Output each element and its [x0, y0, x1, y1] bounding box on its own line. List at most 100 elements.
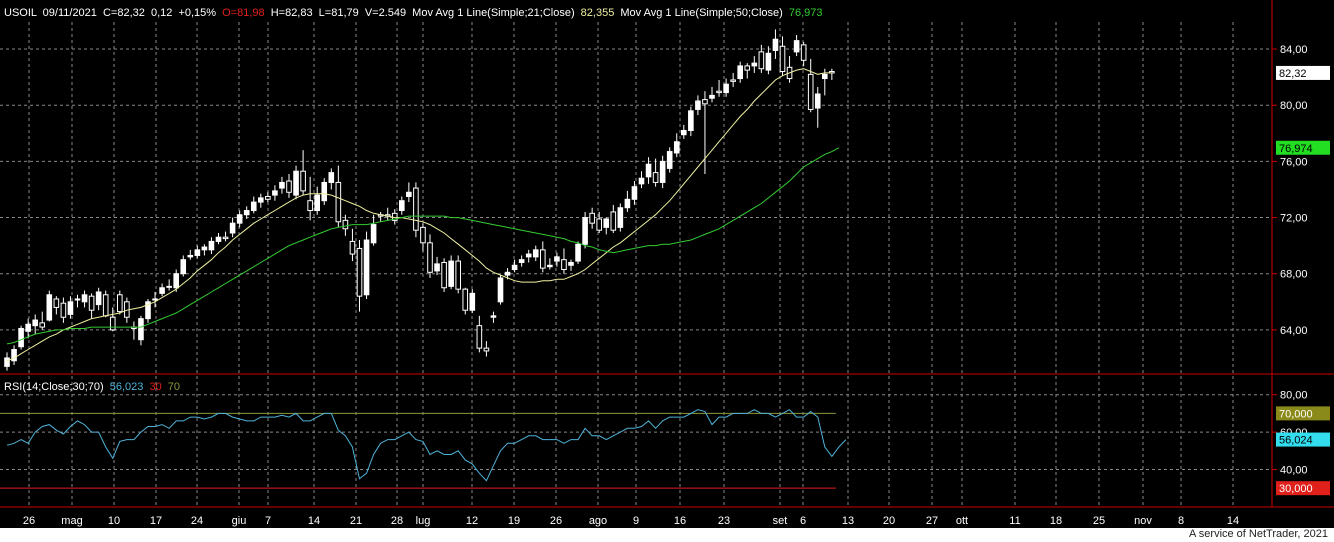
candle-down [342, 219, 349, 230]
candle-up [695, 100, 701, 110]
candle-up [201, 246, 208, 251]
x-tick-label: 12 [466, 515, 478, 527]
y-tick-label: 84,00 [1280, 44, 1308, 56]
candle-up [772, 38, 779, 51]
x-tick-label: 11 [1009, 515, 1020, 527]
candle-down [800, 44, 807, 61]
candle-up [363, 239, 370, 296]
candle-up [279, 181, 285, 189]
candle-up [504, 271, 511, 276]
rsi-30-tag: 30,000 [1279, 483, 1313, 495]
candle-down [335, 181, 342, 223]
candle-down [758, 51, 765, 70]
candle-down [716, 90, 722, 94]
candle-up [18, 327, 24, 348]
candle-up [173, 273, 179, 289]
high-label: H=82,83 [271, 7, 313, 19]
y-tick-label: 72,00 [1280, 213, 1308, 225]
candle-up [293, 170, 299, 196]
x-tick-label: 19 [508, 515, 520, 527]
y-tick-label: 80,00 [1280, 100, 1308, 112]
candle-up [95, 291, 102, 306]
candle-up [765, 52, 772, 71]
candle-down [39, 322, 46, 328]
close-label: C=82,32 [103, 7, 145, 19]
symbol-label: USOIL [4, 7, 37, 19]
candle-up [814, 93, 821, 109]
candle-up [194, 249, 201, 256]
candle-up [547, 264, 553, 268]
candle-up [688, 110, 694, 131]
ma50-value: 76,973 [789, 7, 823, 19]
candle-up [490, 315, 497, 318]
rsi-low-level: 30 [149, 381, 161, 393]
candle-up [723, 83, 729, 94]
candle-up [67, 301, 74, 315]
candle-up [258, 197, 264, 203]
candle-up [81, 294, 88, 303]
candle-up [272, 190, 278, 196]
candle-down [307, 200, 313, 212]
candle-up [434, 263, 440, 272]
candle-down [356, 247, 363, 297]
candle-up [448, 260, 454, 287]
open-label: O=81,98 [222, 7, 265, 19]
candle-down [561, 259, 567, 271]
x-tick-label: 28 [391, 515, 403, 527]
candle-down [349, 240, 356, 255]
x-tick-label: nov [1134, 515, 1152, 527]
footer-credit: A service of NetTrader, 2021 [1189, 528, 1328, 540]
candle-down [702, 99, 708, 105]
ma21-line [6, 68, 832, 362]
y-tick-label: 76,00 [1280, 156, 1308, 168]
last-price-tag: 82,32 [1279, 68, 1307, 80]
rsi-panel [0, 409, 847, 489]
candle-down [483, 347, 490, 352]
last-price-tag-bg [1276, 65, 1330, 80]
rsi-30-tag-bg [1276, 481, 1330, 496]
candle-up [399, 200, 405, 212]
candle-up [32, 319, 39, 327]
candle-up [681, 129, 687, 136]
x-tick-label: 8 [1178, 515, 1184, 527]
ma50-tag-bg [1276, 140, 1330, 155]
candle-down [420, 226, 426, 244]
x-tick-label: lug [416, 515, 431, 527]
x-tick-label: 26 [23, 515, 35, 527]
ma50-line [6, 147, 840, 345]
rsi-tick-label: 40,00 [1280, 464, 1308, 476]
x-tick-label: 26 [550, 515, 562, 527]
candle-up [46, 294, 53, 321]
candle-down [610, 211, 617, 231]
change-label: 0,12 [151, 7, 172, 19]
candle-up [525, 253, 532, 258]
candle-down [744, 65, 751, 71]
candle-up [751, 62, 758, 67]
change-pct-label: +0,15% [178, 7, 216, 19]
y-tick-label: 64,00 [1280, 325, 1308, 337]
candle-up [321, 181, 328, 202]
ma50-tag: 76,974 [1279, 143, 1313, 155]
grid-lines [0, 22, 1272, 507]
candle-down [441, 261, 447, 289]
candle-up [518, 259, 525, 263]
candle-up [215, 236, 222, 242]
candle-down [265, 195, 271, 200]
low-label: L=81,79 [319, 7, 359, 19]
candle-up [145, 301, 151, 320]
rsi-value-tag-bg [1276, 432, 1330, 447]
candle-down [476, 325, 483, 349]
x-tick-label: 21 [350, 515, 362, 527]
candle-down [779, 45, 786, 73]
x-tick-label: 10 [108, 515, 120, 527]
candle-up [180, 259, 187, 275]
candle-up [582, 217, 588, 245]
candle-up [638, 177, 645, 185]
date-label: 09/11/2021 [43, 7, 97, 19]
candle-down [589, 212, 595, 224]
axes: 26 mag 10 17 24 giu 7 14 21 28 lug 12 19 26 ago 9 16 23 se… [0, 0, 1334, 527]
candle-down [286, 180, 292, 193]
candle-up [532, 249, 539, 258]
x-tick-label: 13 [842, 515, 854, 527]
